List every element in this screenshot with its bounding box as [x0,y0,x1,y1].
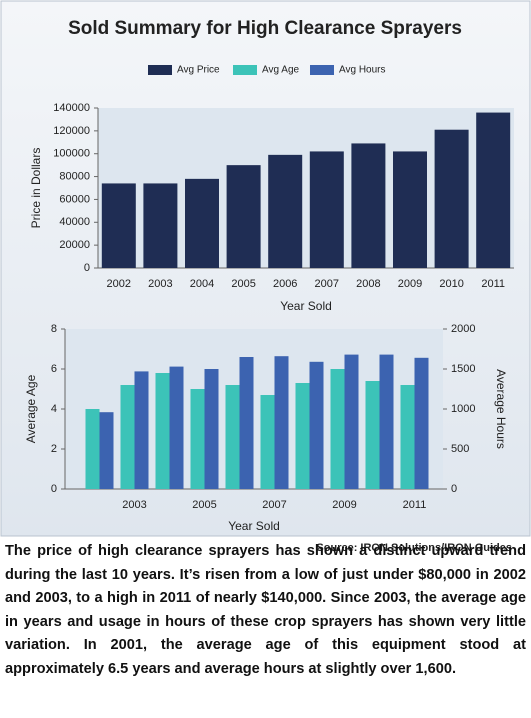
bar [434,129,469,268]
y-tick-label: 8 [51,323,57,335]
y-tick-label: 4 [51,403,57,415]
bar [226,165,261,268]
bar [295,383,310,489]
x-axis-label: Year Sold [280,299,332,313]
bar [260,395,275,489]
bar [476,112,511,268]
y2-tick-label: 1500 [451,363,475,375]
y-tick-label: 40000 [59,216,90,228]
x-tick-label: 2003 [148,278,172,290]
chart-title: Sold Summary for High Clearance Sprayers [68,18,462,39]
x-tick-label: 2009 [332,499,356,511]
bar [155,373,170,489]
y-tick-label: 0 [84,262,90,274]
x-tick-label: 2003 [122,499,146,511]
x-tick-label: 2009 [398,278,422,290]
y-tick-label: 120000 [53,125,90,137]
bar [344,354,359,489]
x-tick-label: 2007 [262,499,286,511]
source: Source: IRON Solutions/IRON Guides [316,542,512,554]
bar [134,371,149,489]
bar [365,381,380,489]
bar [190,389,205,489]
bar [393,151,427,268]
x-axis-label: Year Sold [228,519,280,533]
x-tick-label: 2008 [356,278,380,290]
y-tick-label: 6 [51,363,57,375]
bar [143,183,178,268]
y-tick-label: 20000 [59,239,90,251]
bar [85,409,100,489]
x-tick-label: 2011 [403,499,427,511]
y-tick-label: 80000 [59,170,90,182]
bar [239,357,254,489]
x-tick-label: 2004 [190,278,214,290]
bar [120,385,135,489]
bar [274,356,289,489]
x-tick-label: 2010 [439,278,463,290]
bar [400,385,415,489]
x-tick-label: 2007 [315,278,339,290]
legend-label: Avg Age [262,65,300,76]
bar [309,151,344,268]
bar [99,412,114,489]
caption: The price of high clearance sprayers has… [5,543,526,677]
y-tick-label: 100000 [53,148,90,160]
x-tick-label: 2005 [231,278,255,290]
legend-label: Avg Hours [339,65,386,76]
bar [268,154,303,268]
x-tick-label: 2011 [481,278,505,290]
bar [225,385,240,489]
legend-swatch [310,65,334,75]
legend-swatch [148,65,172,75]
bar [169,366,184,489]
x-tick-label: 2002 [107,278,131,290]
bar [351,143,386,268]
bar [379,354,394,489]
bar [309,361,324,489]
y2-tick-label: 500 [451,443,469,455]
bar [185,178,219,268]
bar [204,369,219,489]
x-tick-label: 2006 [273,278,297,290]
bar [101,183,136,268]
y-tick-label: 60000 [59,193,90,205]
y2-tick-label: 0 [451,483,457,495]
y-axis-label: Average Age [24,374,38,443]
y-tick-label: 140000 [53,102,90,114]
x-tick-label: 2005 [192,499,216,511]
y-axis-label: Price in Dollars [29,148,43,229]
y-tick-label: 2 [51,443,57,455]
bar [414,357,429,489]
y2-tick-label: 2000 [451,323,475,335]
legend-label: Avg Price [177,65,220,76]
y2-axis-label: Average Hours [494,369,508,449]
y2-tick-label: 1000 [451,403,475,415]
bar [330,369,345,489]
legend-swatch [233,65,257,75]
y-tick-label: 0 [51,483,57,495]
